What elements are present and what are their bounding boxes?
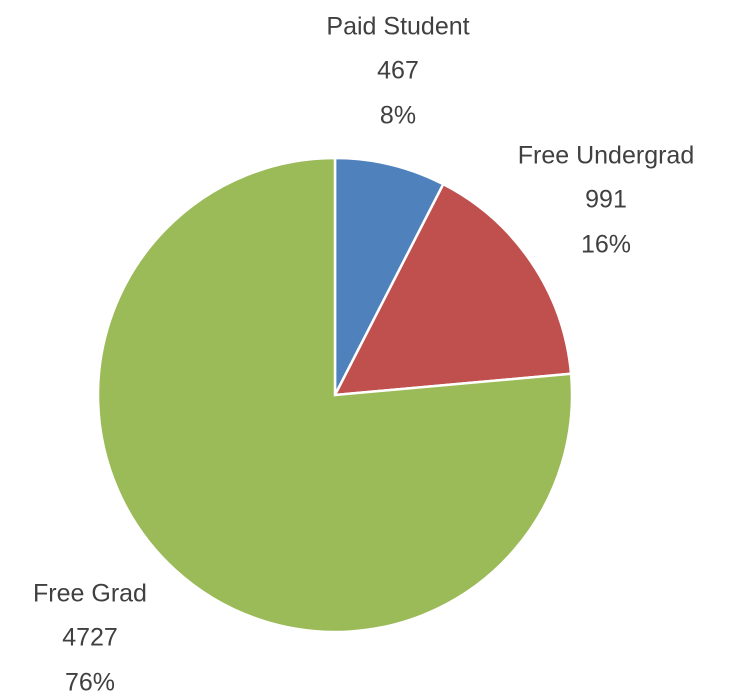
slice-label: Free Grad xyxy=(33,580,147,608)
value-label: 4727 xyxy=(62,624,118,652)
slice-label: Paid Student xyxy=(326,13,469,41)
pie-slice xyxy=(333,156,445,396)
pie-slice xyxy=(96,156,574,634)
value-label: 991 xyxy=(585,186,627,214)
percent-label: 16% xyxy=(581,231,631,259)
pie-slice xyxy=(332,182,573,397)
value-label: 467 xyxy=(377,57,419,85)
slice-label: Free Undergrad xyxy=(518,142,694,170)
percent-label: 76% xyxy=(65,669,115,697)
percent-label: 8% xyxy=(380,102,416,130)
